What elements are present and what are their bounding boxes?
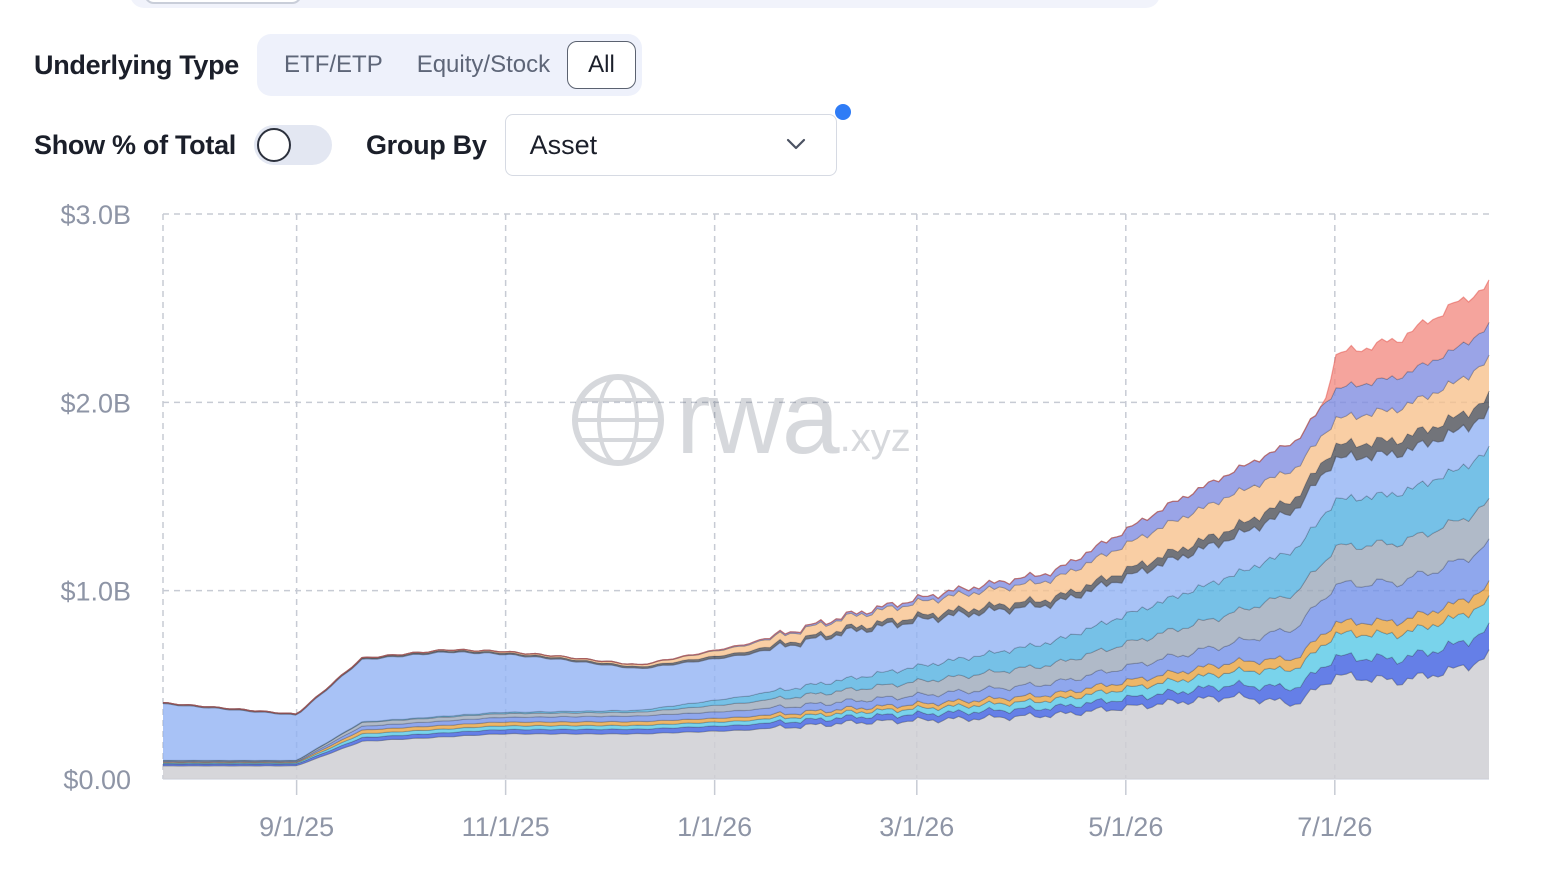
x-tick-label: 7/1/26	[1297, 812, 1372, 842]
series-area	[163, 595, 1489, 764]
series-area	[163, 446, 1489, 761]
option-all[interactable]: All	[567, 41, 636, 89]
x-tick-label: 9/1/25	[259, 812, 334, 842]
group-by-value: Asset	[529, 129, 598, 160]
y-tick-label: $1.0B	[60, 577, 131, 607]
group-by-label: Group By	[365, 129, 487, 160]
x-axis: 9/1/25 11/1/25 1/1/26 3/1/26 5/1/26 7/1/26	[259, 812, 1372, 842]
underlying-type-row: Underlying Type ETF/ETP Equity/Stock All	[34, 34, 642, 96]
chart-series	[162, 279, 1490, 779]
x-tick-label: 5/1/26	[1088, 812, 1163, 842]
series-area	[163, 498, 1489, 762]
show-pct-toggle[interactable]	[253, 125, 332, 165]
notification-dot	[835, 104, 851, 120]
x-tick-label: 1/1/26	[677, 812, 752, 842]
show-pct-label: Show % of Total	[34, 129, 236, 160]
option-equity-stock[interactable]: Equity/Stock	[416, 51, 551, 78]
x-tick-label: 3/1/26	[879, 812, 954, 842]
underlying-type-label: Underlying Type	[34, 49, 240, 80]
series-area	[163, 406, 1489, 761]
series-area	[163, 649, 1489, 779]
underlying-type-segmented-control: ETF/ETP Equity/Stock All	[257, 34, 642, 96]
y-axis: $3.0B $2.0B $1.0B $0.00	[60, 200, 131, 795]
series-line	[162, 279, 1490, 715]
series-area	[163, 538, 1489, 763]
y-tick-label: $2.0B	[60, 388, 131, 418]
top-panel-edge	[130, 0, 1160, 8]
x-tick-label: 11/1/25	[462, 812, 550, 842]
option-etf-etp[interactable]: ETF/ETP	[284, 51, 383, 78]
display-options-row: Show % of Total Group By Asset	[34, 112, 837, 178]
group-by-select[interactable]: Asset	[504, 114, 837, 176]
chevron-down-icon	[786, 138, 805, 150]
y-tick-label: $3.0B	[60, 200, 131, 230]
toggle-knob	[256, 128, 291, 162]
y-tick-label: $0.00	[63, 765, 131, 795]
series-area	[163, 580, 1489, 764]
